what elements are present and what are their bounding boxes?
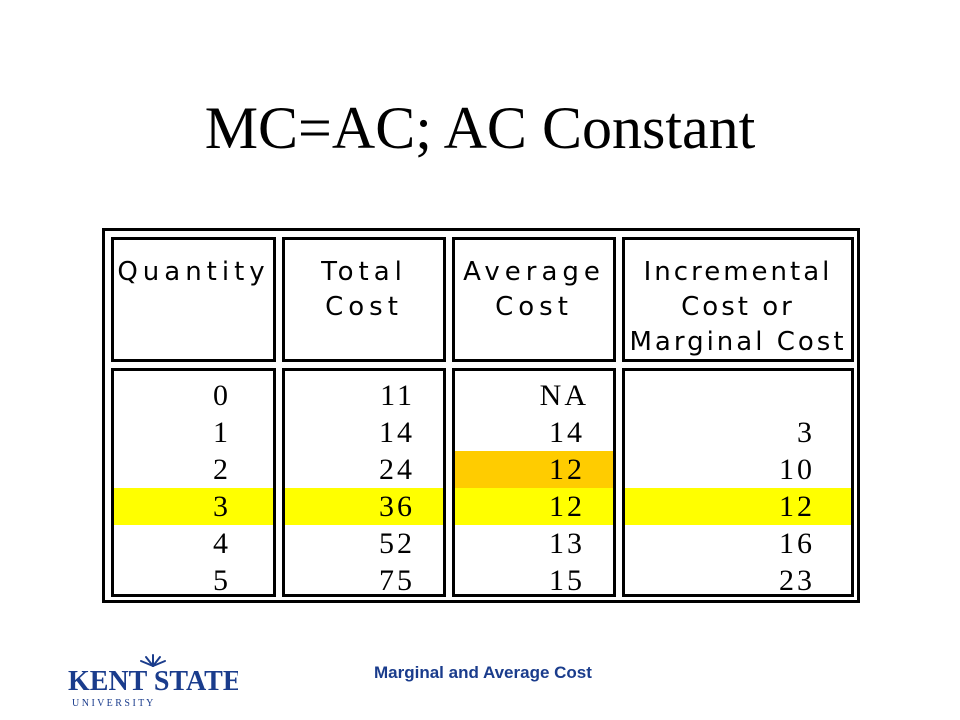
- average-cost-value: NA: [539, 379, 589, 412]
- logo-burst-icon: [140, 654, 166, 667]
- cost-table: Quantity Total Cost Average Cost Increme…: [102, 228, 860, 603]
- total-cost-value: 36: [379, 490, 415, 523]
- header-line: Marginal Cost: [629, 327, 847, 357]
- header-line: Cost: [325, 292, 403, 322]
- column-total-cost: 11 14 24 36 52 75: [282, 368, 446, 597]
- header-line: Cost: [495, 292, 573, 322]
- footer-text: Marginal and Average Cost: [374, 663, 592, 682]
- total-cost-value: 52: [379, 527, 415, 560]
- column-marginal-cost: 3 10 12 16 23: [622, 368, 854, 597]
- highlight-row: 3: [114, 488, 273, 525]
- total-cost-value: 11: [380, 379, 415, 412]
- highlight-row: 12: [455, 488, 613, 525]
- marginal-cost-value: 23: [779, 564, 815, 597]
- header-total-cost: Total Cost: [282, 237, 446, 362]
- quantity-value: 5: [213, 564, 231, 597]
- marginal-cost-value: 3: [797, 416, 815, 449]
- average-cost-value: 13: [549, 527, 585, 560]
- average-cost-value: 12: [549, 490, 585, 523]
- quantity-value: 3: [213, 490, 231, 523]
- total-cost-value: 14: [379, 416, 415, 449]
- column-quantity: 0 1 2 3 4 5: [111, 368, 276, 597]
- header-line: Average: [463, 257, 605, 287]
- average-cost-value: 12: [549, 453, 585, 486]
- quantity-value: 0: [213, 379, 231, 412]
- slide-title: MC=AC; AC Constant: [204, 95, 756, 161]
- highlight-row: 12: [625, 488, 851, 525]
- header-line: Cost or: [681, 292, 795, 322]
- marginal-cost-value: 12: [779, 490, 815, 523]
- highlight-cell: 12: [455, 451, 613, 488]
- total-cost-value: 24: [379, 453, 415, 486]
- quantity-value: 4: [213, 527, 231, 560]
- university-logo-icon: KENT STATE U N I V E R S I T Y: [68, 654, 242, 709]
- quantity-value: 1: [213, 416, 231, 449]
- quantity-value: 2: [213, 453, 231, 486]
- marginal-cost-value: 10: [779, 453, 815, 486]
- logo-wordmark: KENT STATE: [68, 666, 238, 697]
- kent-state-logo: KENT STATE U N I V E R S I T Y: [68, 652, 242, 713]
- average-cost-value: 14: [549, 416, 585, 449]
- header-average-cost: Average Cost: [452, 237, 616, 362]
- header-line: Incremental: [643, 257, 833, 287]
- highlight-row: 36: [285, 488, 443, 525]
- header-marginal-cost: Incremental Cost or Marginal Cost: [622, 237, 854, 362]
- header-line: Quantity: [117, 257, 270, 287]
- header-line: Total: [321, 257, 407, 287]
- logo-subtext: U N I V E R S I T Y: [72, 698, 153, 708]
- marginal-cost-value: 16: [779, 527, 815, 560]
- header-quantity: Quantity: [111, 237, 276, 362]
- average-cost-value: 15: [549, 564, 585, 597]
- column-average-cost: NA 14 12 12 13 15: [452, 368, 616, 597]
- total-cost-value: 75: [379, 564, 415, 597]
